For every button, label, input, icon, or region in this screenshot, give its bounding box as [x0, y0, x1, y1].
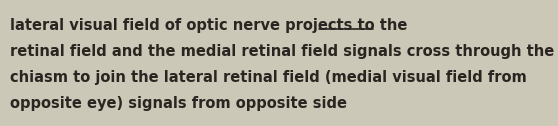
Text: opposite eye) signals from opposite side: opposite eye) signals from opposite side: [10, 96, 347, 111]
Text: lateral visual field of optic nerve projects to the: lateral visual field of optic nerve proj…: [10, 18, 412, 33]
Text: chiasm to join the lateral retinal field (medial visual field from: chiasm to join the lateral retinal field…: [10, 70, 527, 85]
Text: retinal field and the medial retinal field signals cross through the: retinal field and the medial retinal fie…: [10, 44, 554, 59]
